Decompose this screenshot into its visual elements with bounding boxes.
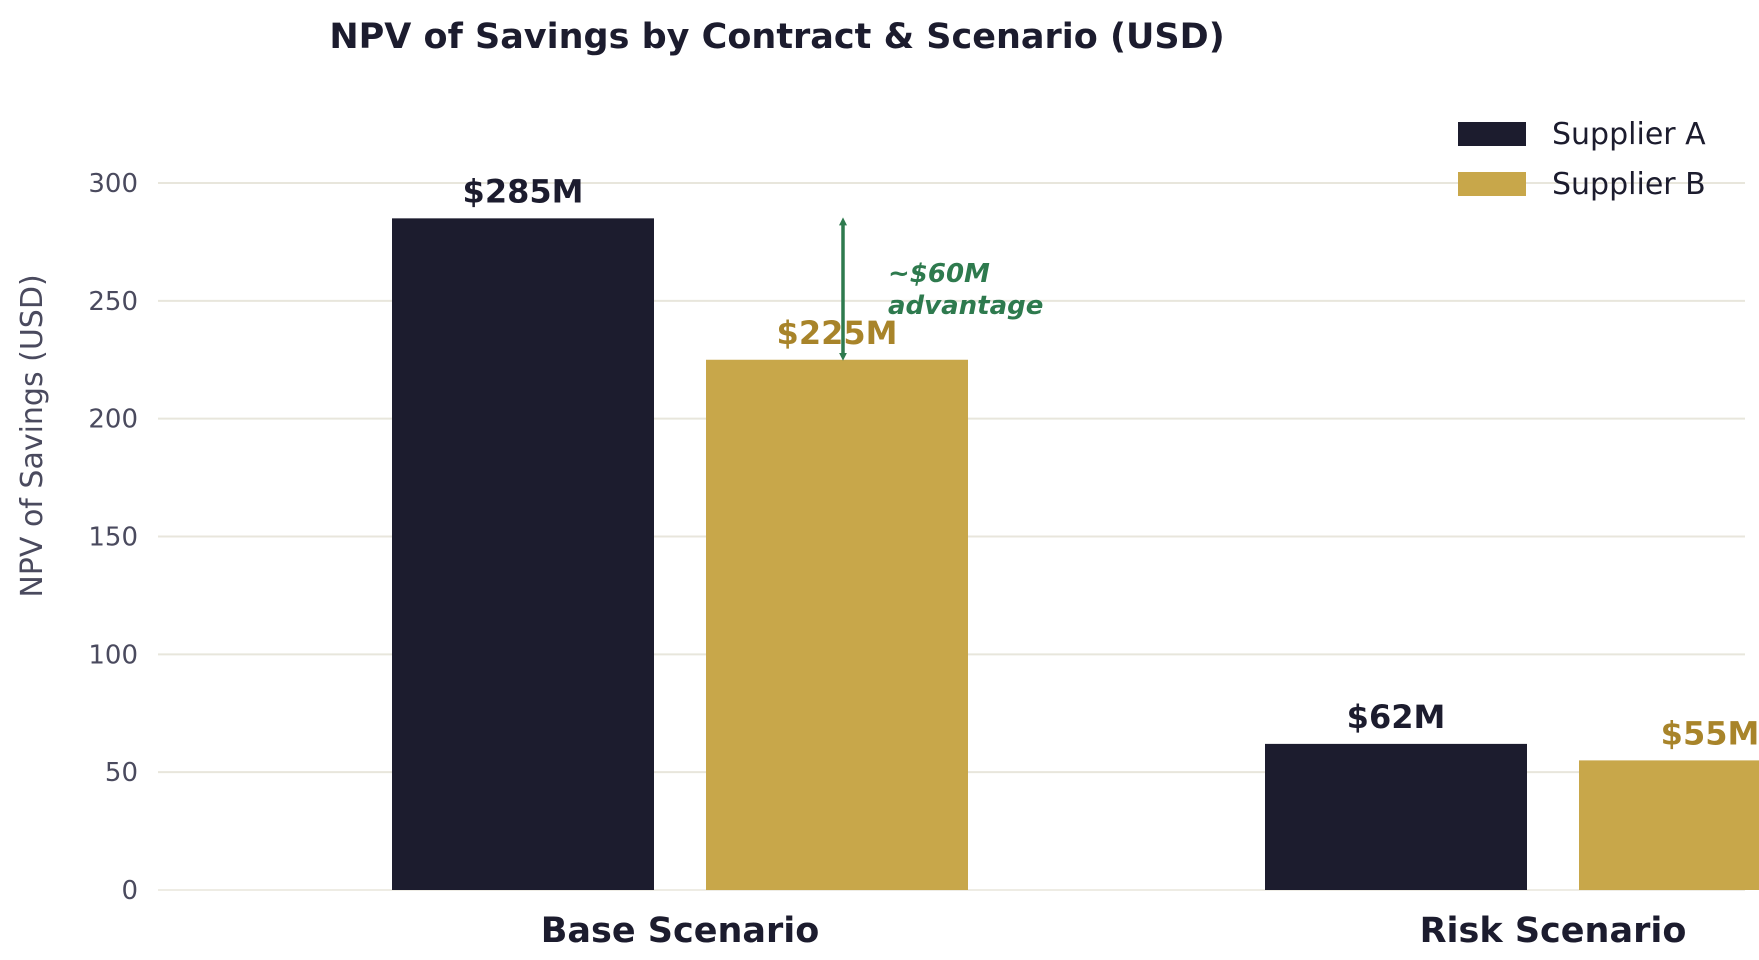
x-category-label: Base Scenario <box>541 911 820 951</box>
data-label: $225M <box>777 314 898 352</box>
legend-swatch-supplier-b <box>1458 172 1526 196</box>
x-category-label: Risk Scenario <box>1420 911 1687 951</box>
y-tick-label: 0 <box>121 876 138 906</box>
legend: Supplier A Supplier B <box>1458 117 1706 202</box>
category-labels: Base Scenario Risk Scenario <box>541 911 1687 951</box>
bar-supplier-b-risk-scenario <box>1579 760 1759 890</box>
bars <box>392 218 1759 891</box>
y-axis-ticks: 0 50 100 150 200 250 300 <box>88 169 138 906</box>
y-tick-label: 300 <box>88 169 138 199</box>
bar-supplier-a-risk-scenario <box>1265 743 1527 890</box>
advantage-word: advantage <box>888 291 1043 321</box>
y-tick-label: 150 <box>88 523 138 553</box>
y-tick-label: 250 <box>88 287 138 317</box>
y-tick-label: 100 <box>88 640 138 670</box>
data-labels: $285M $225M $62M $55M <box>463 172 1759 752</box>
data-label: $62M <box>1347 698 1446 736</box>
chart-title: NPV of Savings by Contract & Scenario (U… <box>329 17 1224 57</box>
data-label: $55M <box>1661 714 1759 752</box>
bar-supplier-b-base-scenario <box>706 359 968 890</box>
y-tick-label: 50 <box>105 758 138 788</box>
data-label: $285M <box>463 172 584 210</box>
advantage-amount: ~$60M <box>888 259 990 289</box>
legend-swatch-supplier-a <box>1458 122 1526 146</box>
advantage-annotation: ~$60M advantage <box>839 217 1043 361</box>
legend-label: Supplier B <box>1552 167 1706 202</box>
y-tick-label: 200 <box>88 405 138 435</box>
bar-supplier-a-base-scenario <box>392 218 654 891</box>
legend-label: Supplier A <box>1552 117 1706 152</box>
y-axis-label: NPV of Savings (USD) <box>15 274 50 597</box>
